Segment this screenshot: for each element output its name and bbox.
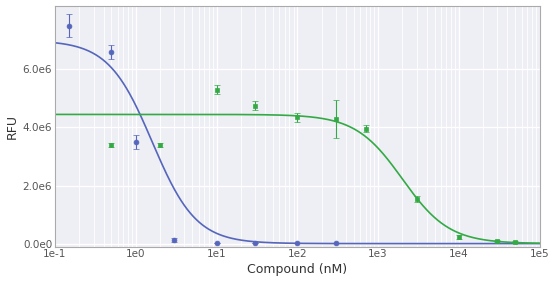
X-axis label: Compound (nM): Compound (nM) [248,263,347,276]
Y-axis label: RFU: RFU [6,114,18,138]
